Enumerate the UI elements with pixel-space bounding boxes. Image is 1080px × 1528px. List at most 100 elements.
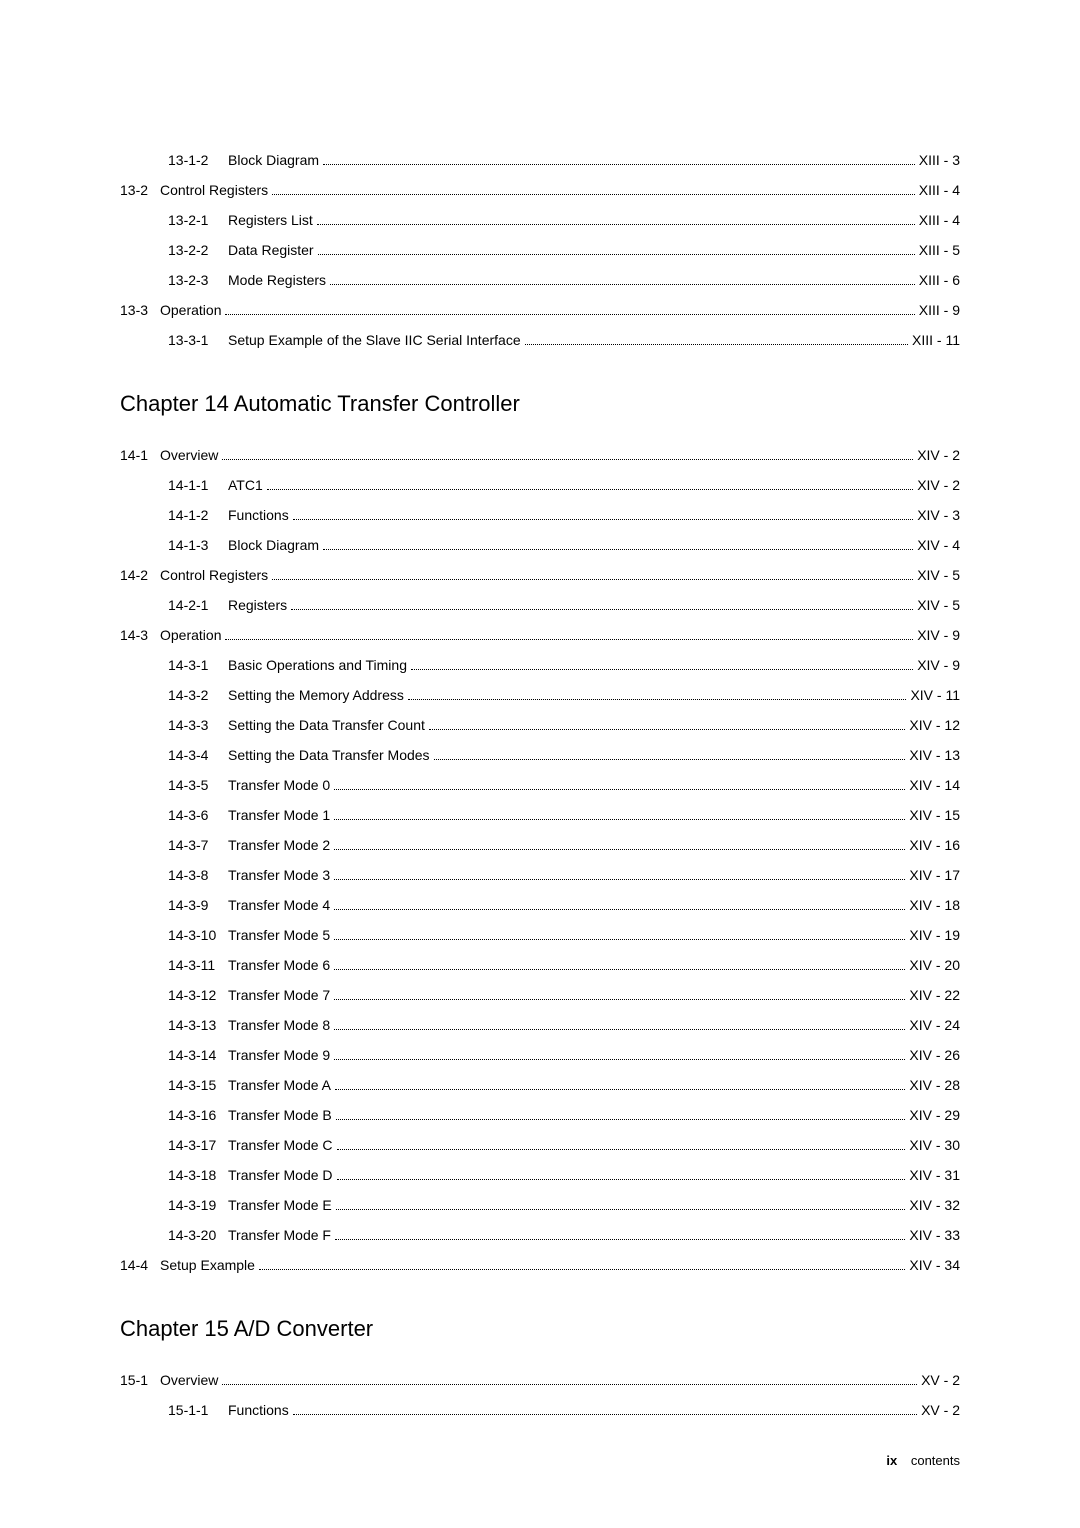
toc-leader-dots xyxy=(334,969,905,970)
toc-entry-title: Functions xyxy=(228,1400,289,1421)
toc-entry-page: XIV - 11 xyxy=(910,685,960,706)
toc-entry-page: XIV - 13 xyxy=(909,745,960,766)
toc-entry-page: XIV - 14 xyxy=(909,775,960,796)
toc-entry: 14-3-6Transfer Mode 1XIV - 15 xyxy=(120,805,960,826)
toc-entry: 14-2Control Registers XIV - 5 xyxy=(120,565,960,586)
toc-leader-dots xyxy=(337,1149,906,1150)
toc-entry-title: Transfer Mode 9 xyxy=(228,1045,330,1066)
toc-entry-number: 13-2-2 xyxy=(168,240,228,261)
toc-entry-title: Transfer Mode 0 xyxy=(228,775,330,796)
toc-entry-page: XIV - 19 xyxy=(909,925,960,946)
toc-entry-title: Operation xyxy=(160,625,221,646)
toc-entry-number: 13-3-1 xyxy=(168,330,228,351)
toc-entry-title: Transfer Mode C xyxy=(228,1135,333,1156)
toc-entry-number: 14-3-17 xyxy=(168,1135,228,1156)
toc-entry: 14-3-16Transfer Mode BXIV - 29 xyxy=(120,1105,960,1126)
toc-leader-dots xyxy=(525,344,908,345)
toc-entry: 14-3-11Transfer Mode 6XIV - 20 xyxy=(120,955,960,976)
toc-entry-title: Setup Example xyxy=(160,1255,255,1276)
toc-entry-number: 13-2-3 xyxy=(168,270,228,291)
toc-entry-number: 14-3-8 xyxy=(168,865,228,886)
toc-leader-dots xyxy=(334,789,905,790)
toc-entry: 15-1OverviewXV - 2 xyxy=(120,1370,960,1391)
toc-entry: 14-2-1RegistersXIV - 5 xyxy=(120,595,960,616)
toc-leader-dots xyxy=(334,1059,905,1060)
toc-entry-number: 14-3-19 xyxy=(168,1195,228,1216)
toc-leader-dots xyxy=(272,194,915,195)
toc-entry-number: 14-2 xyxy=(120,565,160,586)
footer-label: contents xyxy=(911,1453,960,1468)
toc-entry-number: 15-1 xyxy=(120,1370,160,1391)
toc-entry-number: 14-3-5 xyxy=(168,775,228,796)
toc-entry-number: 14-4 xyxy=(120,1255,160,1276)
toc-entry: 13-2-1Registers ListXIII - 4 xyxy=(120,210,960,231)
toc-entry: 14-4Setup ExampleXIV - 34 xyxy=(120,1255,960,1276)
toc-entry-number: 14-1-3 xyxy=(168,535,228,556)
toc-entry: 14-3OperationXIV - 9 xyxy=(120,625,960,646)
chapter-heading: Chapter 15 A/D Converter xyxy=(120,1316,960,1342)
toc-entry: 13-2-2Data RegisterXIII - 5 xyxy=(120,240,960,261)
toc-entry-number: 14-3-11 xyxy=(168,955,228,976)
toc-entry-page: XIV - 30 xyxy=(909,1135,960,1156)
toc-entry-page: XIV - 18 xyxy=(909,895,960,916)
toc-entry-number: 14-3-9 xyxy=(168,895,228,916)
toc-leader-dots xyxy=(334,879,905,880)
toc-entry-number: 15-1-1 xyxy=(168,1400,228,1421)
toc-entry: 14-1-3Block DiagramXIV - 4 xyxy=(120,535,960,556)
toc-entry-number: 14-1-2 xyxy=(168,505,228,526)
toc-entry-title: Transfer Mode 5 xyxy=(228,925,330,946)
toc-entry-title: Transfer Mode B xyxy=(228,1105,332,1126)
toc-entry-title: Setup Example of the Slave IIC Serial In… xyxy=(228,330,521,351)
toc-entry-page: XIII - 3 xyxy=(919,150,960,171)
toc-entry-page: XIV - 33 xyxy=(909,1225,960,1246)
toc-entry: 13-1-2Block DiagramXIII - 3 xyxy=(120,150,960,171)
toc-entry-title: Control Registers xyxy=(160,565,268,586)
toc-entry: 14-3-12Transfer Mode 7XIV - 22 xyxy=(120,985,960,1006)
toc-entry-number: 14-3-13 xyxy=(168,1015,228,1036)
toc-entry-title: Transfer Mode 3 xyxy=(228,865,330,886)
toc-entry-number: 14-3-20 xyxy=(168,1225,228,1246)
toc-leader-dots xyxy=(225,314,914,315)
toc-leader-dots xyxy=(222,459,913,460)
toc-leader-dots xyxy=(259,1269,905,1270)
toc-entry-number: 14-3-6 xyxy=(168,805,228,826)
toc-entry-number: 14-3-10 xyxy=(168,925,228,946)
toc-entry-page: XIII - 4 xyxy=(919,180,960,201)
toc-entry-number: 14-2-1 xyxy=(168,595,228,616)
toc-entry-page: XIV - 2 xyxy=(917,475,960,496)
toc-entry-page: XIV - 5 xyxy=(917,565,960,586)
toc-entry-number: 14-3-18 xyxy=(168,1165,228,1186)
toc-entry-page: XIII - 6 xyxy=(919,270,960,291)
toc-leader-dots xyxy=(411,669,913,670)
toc-entry-page: XIV - 31 xyxy=(909,1165,960,1186)
toc-leader-dots xyxy=(330,284,915,285)
toc-entry-page: XIV - 15 xyxy=(909,805,960,826)
toc-entry: 13-3-1Setup Example of the Slave IIC Ser… xyxy=(120,330,960,351)
toc-leader-dots xyxy=(334,909,905,910)
toc-leader-dots xyxy=(336,1119,906,1120)
toc-entry-title: Data Register xyxy=(228,240,314,261)
toc-entry: 13-2Control RegistersXIII - 4 xyxy=(120,180,960,201)
toc-leader-dots xyxy=(293,1414,917,1415)
toc-entry-page: XV - 2 xyxy=(921,1400,960,1421)
toc-entry-title: Transfer Mode 7 xyxy=(228,985,330,1006)
toc-entry-number: 14-3-14 xyxy=(168,1045,228,1066)
toc-entry: 14-3-10Transfer Mode 5 XIV - 19 xyxy=(120,925,960,946)
toc-leader-dots xyxy=(336,1209,906,1210)
toc-entry-page: XV - 2 xyxy=(921,1370,960,1391)
toc-entry-title: Transfer Mode F xyxy=(228,1225,331,1246)
toc-entry-page: XIV - 17 xyxy=(909,865,960,886)
toc-entry-number: 14-1 xyxy=(120,445,160,466)
toc-entry-number: 13-1-2 xyxy=(168,150,228,171)
toc-entry: 14-1OverviewXIV - 2 xyxy=(120,445,960,466)
toc-entry: 14-3-2Setting the Memory AddressXIV - 11 xyxy=(120,685,960,706)
toc-entry-page: XIV - 22 xyxy=(909,985,960,1006)
toc-entry-title: Transfer Mode E xyxy=(228,1195,332,1216)
toc-leader-dots xyxy=(334,1029,905,1030)
toc-entry-page: XIV - 3 xyxy=(917,505,960,526)
toc-entry-title: Setting the Data Transfer Modes xyxy=(228,745,430,766)
toc-entry-page: XIII - 4 xyxy=(919,210,960,231)
toc-entry-title: Transfer Mode 8 xyxy=(228,1015,330,1036)
toc-entry-title: Transfer Mode D xyxy=(228,1165,333,1186)
toc-entry-page: XIV - 32 xyxy=(909,1195,960,1216)
